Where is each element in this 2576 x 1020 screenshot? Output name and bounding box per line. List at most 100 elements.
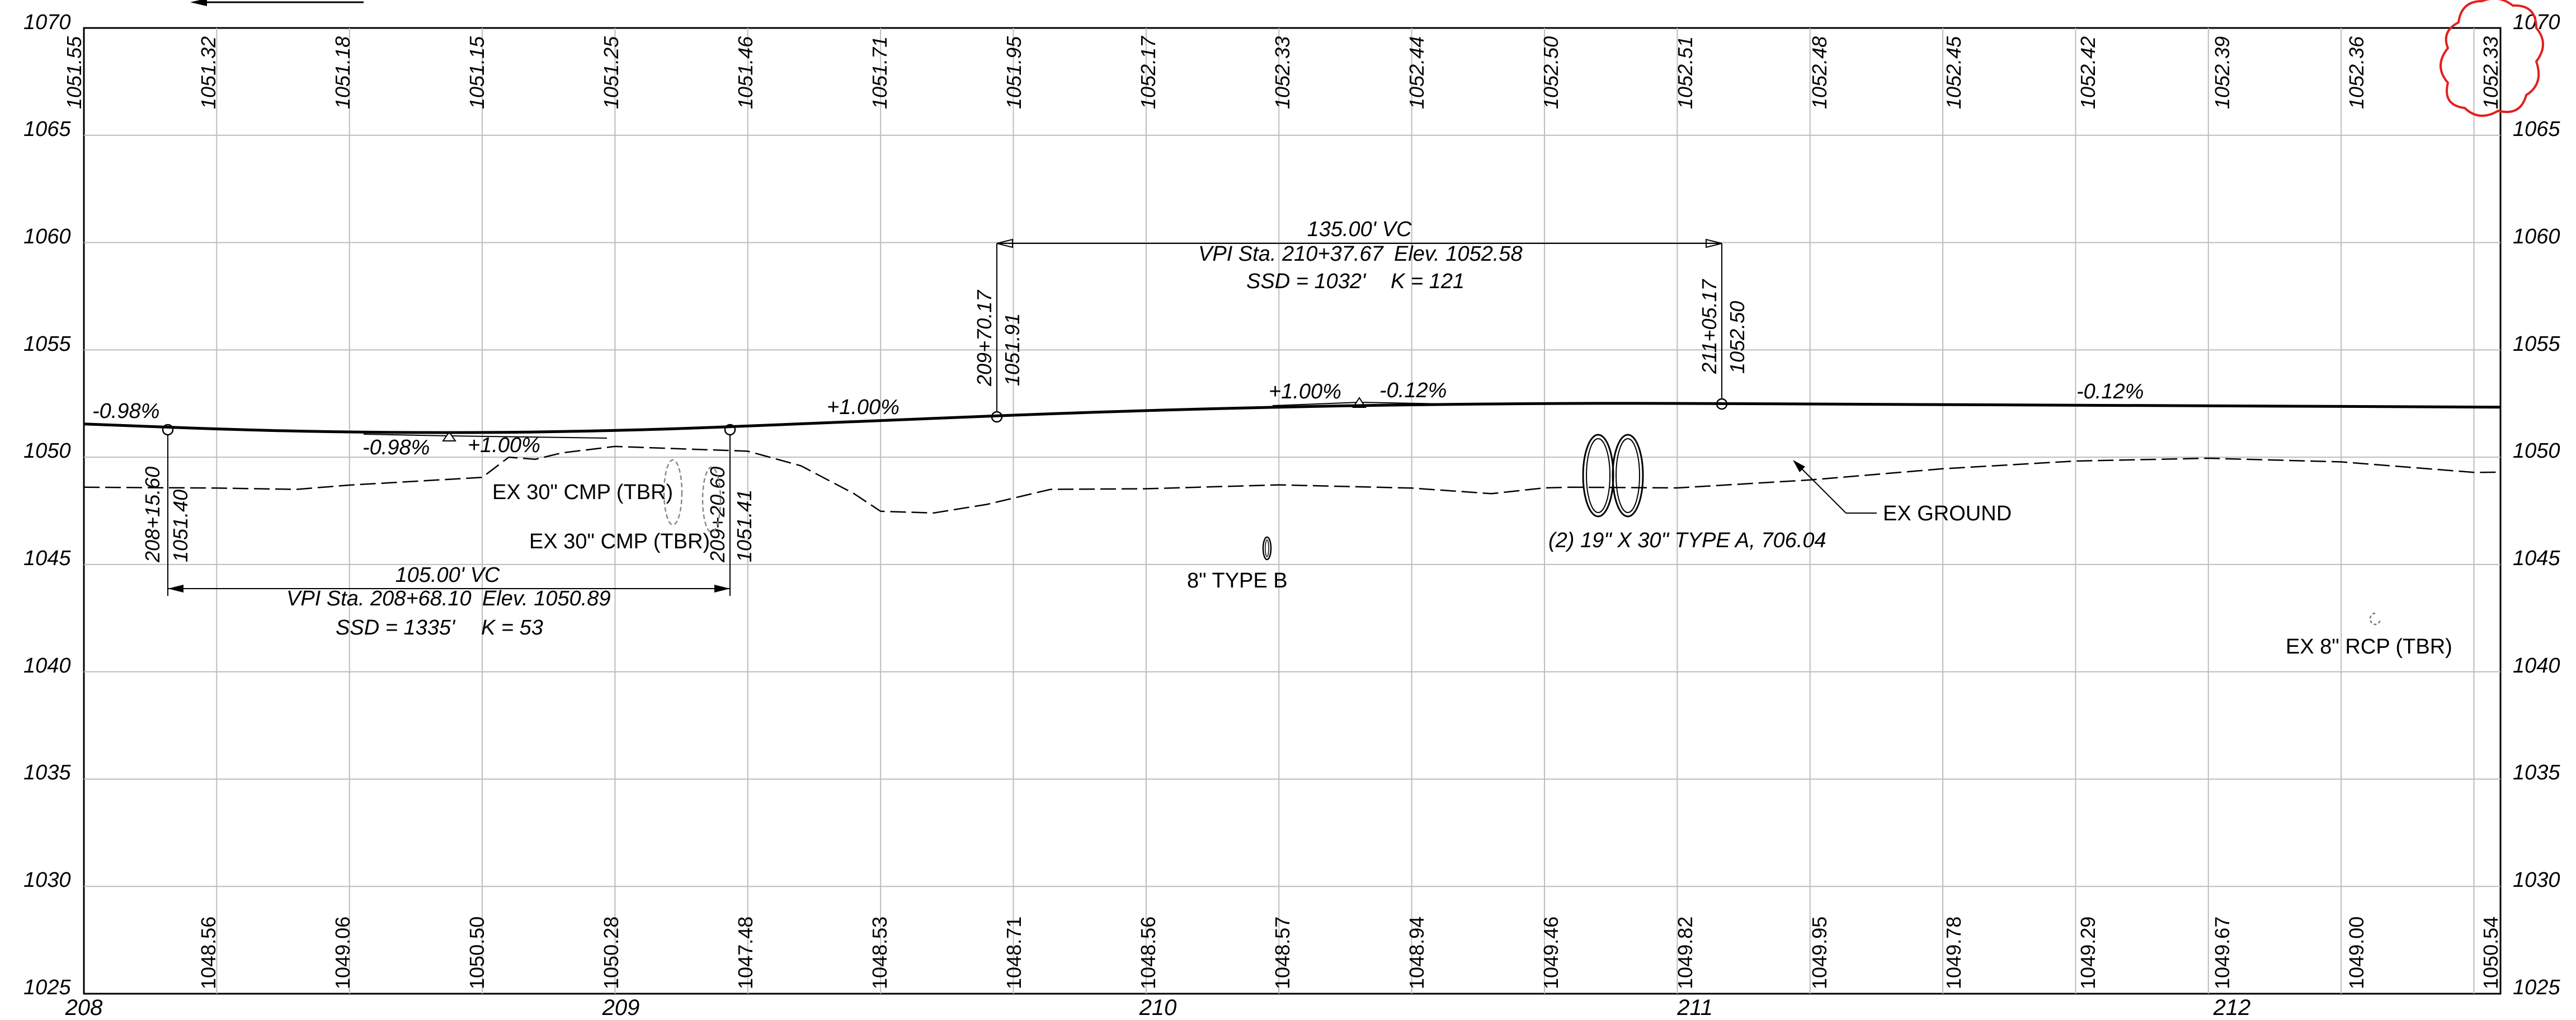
proposed-elev-label: 1051.71 [868,36,891,109]
type-a-label: (2) 19" X 30" TYPE A, 706.04 [1548,529,1826,552]
evc-2-elev: 1052.50 [1726,301,1749,374]
grade-2-in: +1.00% [827,396,900,419]
grade-2-in-2: +1.00% [1269,380,1341,403]
revision-cloud [2440,0,2544,117]
type-b-pipe-symbol [1262,536,1272,561]
elev-label-right: 1065 [2513,117,2560,141]
existing-elevation-row: 1048.56 1049.06 1050.50 1050.28 1047.48 … [197,916,2502,989]
elev-label-left: 1070 [23,11,71,34]
type-a-pipes: (2) 19" X 30" TYPE A, 706.04 [1548,434,1826,552]
grade-2-out-2: -0.12% [2076,380,2144,403]
proposed-elev-label: 1052.42 [2076,36,2099,109]
proposed-elev-label: 1052.48 [1808,36,1831,109]
evc-1-elev: 1051.41 [733,490,756,562]
existing-elev-label: 1048.56 [197,916,220,989]
elev-label-right: 1025 [2513,976,2560,999]
existing-elev-label: 1049.67 [2211,916,2234,989]
elev-label-left: 1025 [23,976,71,999]
existing-elev-label: 1049.82 [1674,916,1697,989]
grade-1-out: +1.00% [468,434,540,457]
elev-label-right: 1040 [2513,654,2560,678]
existing-elev-label: 1048.53 [868,916,891,989]
proposed-elev-label: 1052.44 [1405,36,1428,109]
proposed-elev-label: 1051.15 [465,36,488,109]
elev-label-left: 1035 [23,761,71,784]
tangent-1-in [363,434,450,436]
existing-elev-label: 1050.54 [2479,916,2502,989]
vpi-1-marker [442,431,456,441]
ex-rcp-symbol [2369,612,2381,626]
bvc-2-elev: 1051.91 [1001,313,1024,386]
type-a-pipe-1 [1582,434,1614,518]
grade-2-out: -0.12% [1379,379,1447,402]
ex-cmp-culverts: EX 30" CMP (TBR) EX 30" CMP (TBR) [492,459,722,553]
proposed-elev-label: 1052.45 [1942,36,1965,109]
type-b-label: 8" TYPE B [1187,569,1288,593]
proposed-elev-label: 1052.39 [2211,36,2234,109]
proposed-elev-label: 1051.55 [63,36,86,109]
existing-elev-label: 1049.00 [2345,916,2368,989]
grade-1-in-2: -0.98% [362,436,430,459]
elev-label-left: 1050 [23,439,71,463]
station-labels: 208 209 210 211 212 [65,995,2251,1020]
vc-2-vpi: VPI Sta. 210+37.67 [1198,242,1384,266]
elev-label-left: 1045 [23,547,71,570]
evc-1-station: 209+20.60 [706,467,729,563]
proposed-elev-label: 1051.46 [734,36,757,109]
existing-elev-label: 1049.06 [331,916,354,989]
vc-1-ssd: SSD = 1335' [336,616,456,640]
proposed-elev-label: 1051.32 [197,36,220,109]
elev-label-right: 1060 [2513,225,2560,248]
ex-cmp-pipe-2 [701,466,722,533]
proposed-elev-label: 1052.50 [1539,36,1562,109]
type-a-pipe-2 [1612,434,1644,518]
type-a-pipe-2-inner [1616,438,1640,513]
elev-label-left: 1030 [23,868,71,892]
existing-elev-label: 1048.94 [1405,916,1428,989]
elevation-labels-left: 1070 1065 1060 1055 1050 1045 1040 1035 … [23,11,71,999]
station-label: 209 [602,995,640,1017]
vc-2-arrow-left [996,238,1013,248]
existing-elev-label: 1049.29 [2076,916,2099,989]
elevation-labels-right: 1070 1065 1060 1055 1050 1045 1040 1035 … [2513,11,2560,999]
vc-1-k: K = 53 [481,616,543,640]
ex-rcp: EX 8" RCP (TBR) [2286,612,2452,659]
tangent-1-out [449,435,607,439]
tangent-2-in [1272,402,1360,406]
proposed-elev-label: 1051.18 [331,36,354,109]
grid [84,28,2500,994]
existing-elev-label: 1050.50 [465,916,488,989]
existing-elev-label: 1047.48 [734,916,757,989]
elev-label-left: 1060 [23,225,71,248]
existing-elev-label: 1048.56 [1137,916,1160,989]
station-label: 212 [2213,995,2251,1017]
existing-elev-label: 1048.57 [1271,916,1294,989]
vc-2-elev: Elev. 1052.58 [1394,242,1523,266]
ex-cmp-label-1: EX 30" CMP (TBR) [492,481,673,504]
vc-2-length: 135.00' VC [1307,218,1412,241]
elev-label-right: 1050 [2513,439,2560,463]
existing-elev-label: 1049.46 [1539,916,1562,989]
station-label: 210 [1139,995,1177,1017]
vc-2-arrow-right [1706,238,1722,248]
elev-label-right: 1035 [2513,761,2560,784]
elev-label-right: 1045 [2513,547,2560,570]
existing-elev-label: 1049.78 [1942,916,1965,989]
elev-label-left: 1040 [23,654,71,678]
type-b-pipe-inner [1265,539,1269,557]
station-label: 211 [1676,995,1713,1017]
proposed-elev-label: 1051.95 [1002,36,1025,109]
vc-1-arrow-right [714,585,730,593]
existing-ground-line [83,445,2501,514]
proposed-elev-label: 1052.36 [2345,36,2368,109]
existing-elev-label: 1050.28 [600,916,623,989]
plot-frame [83,27,2502,995]
ex-ground-label: EX GROUND [1883,502,2012,525]
vc-1-vpi: VPI Sta. 208+68.10 [286,587,472,610]
elev-label-right: 1030 [2513,868,2560,892]
ex-ground-callout: EX GROUND [1793,460,2012,525]
type-b-pipe: 8" TYPE B [1187,536,1288,593]
elev-label-right: 1055 [2513,332,2560,356]
